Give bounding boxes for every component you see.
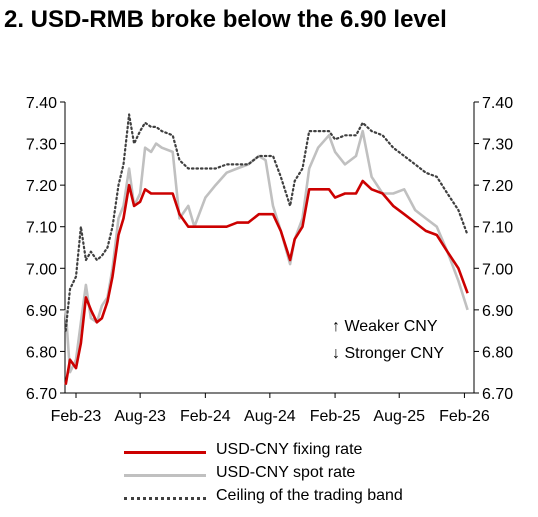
- legend-swatch-ceiling: [124, 497, 206, 500]
- legend-swatch-spot: [124, 474, 206, 477]
- x-tick-label: Feb-23: [51, 408, 102, 425]
- series-line-fixing: [64, 179, 469, 385]
- y-tick-label-left: 6.70: [26, 386, 57, 403]
- legend-label-spot: USD-CNY spot rate: [216, 464, 356, 481]
- series-line-spot: [64, 129, 469, 374]
- legend-label-ceiling: Ceiling of the trading band: [216, 487, 403, 504]
- y-tick-label-right: 7.40: [482, 95, 513, 112]
- y-tick-label-right: 6.80: [482, 344, 513, 361]
- y-tick-label-right: 7.30: [482, 137, 513, 154]
- legend-item-spot: USD-CNY spot rate: [124, 463, 524, 486]
- x-tick-label: Aug-23: [114, 408, 166, 425]
- x-tick-label: Aug-24: [244, 408, 296, 425]
- x-tick-label: Feb-25: [310, 408, 361, 425]
- legend-label-fixing: USD-CNY fixing rate: [216, 441, 363, 458]
- y-tick-label-right: 7.20: [482, 178, 513, 195]
- legend: USD-CNY fixing rate USD-CNY spot rate Ce…: [124, 440, 524, 509]
- y-tick-label-left: 7.30: [26, 137, 57, 154]
- legend-item-ceiling: Ceiling of the trading band: [124, 486, 524, 509]
- y-tick-label-left: 7.00: [26, 261, 57, 278]
- y-tick-label-left: 7.40: [26, 95, 57, 112]
- y-tick-label-right: 6.70: [482, 386, 513, 403]
- y-tick-label-right: 6.90: [482, 303, 513, 320]
- y-tick-label-left: 7.20: [26, 178, 57, 195]
- x-tick-label: Feb-24: [180, 408, 231, 425]
- y-tick-label-left: 7.10: [26, 220, 57, 237]
- x-tick-label: Feb-26: [439, 408, 490, 425]
- x-tick-label: Aug-25: [373, 408, 425, 425]
- annotation-stronger-cny: ↓ Stronger CNY: [332, 345, 444, 362]
- y-tick-label-left: 6.90: [26, 303, 57, 320]
- axes-layer: 7.40 7.30 7.20 7.10 7.00 6.90 6.80 6.70 7.40 7.30…: [26, 95, 513, 425]
- legend-swatch-fixing: [124, 451, 206, 454]
- series-layer: [64, 113, 469, 385]
- annotation-layer: ↑ Weaker CNY ↓ Stronger CNY: [332, 318, 444, 362]
- legend-item-fixing: USD-CNY fixing rate: [124, 440, 524, 463]
- y-tick-label-right: 7.10: [482, 220, 513, 237]
- chart-title: 2. USD-RMB broke below the 6.90 level: [4, 6, 447, 33]
- series-line-ceiling: [64, 113, 469, 332]
- y-tick-label-right: 7.00: [482, 261, 513, 278]
- y-tick-label-left: 6.80: [26, 344, 57, 361]
- annotation-weaker-cny: ↑ Weaker CNY: [332, 318, 438, 335]
